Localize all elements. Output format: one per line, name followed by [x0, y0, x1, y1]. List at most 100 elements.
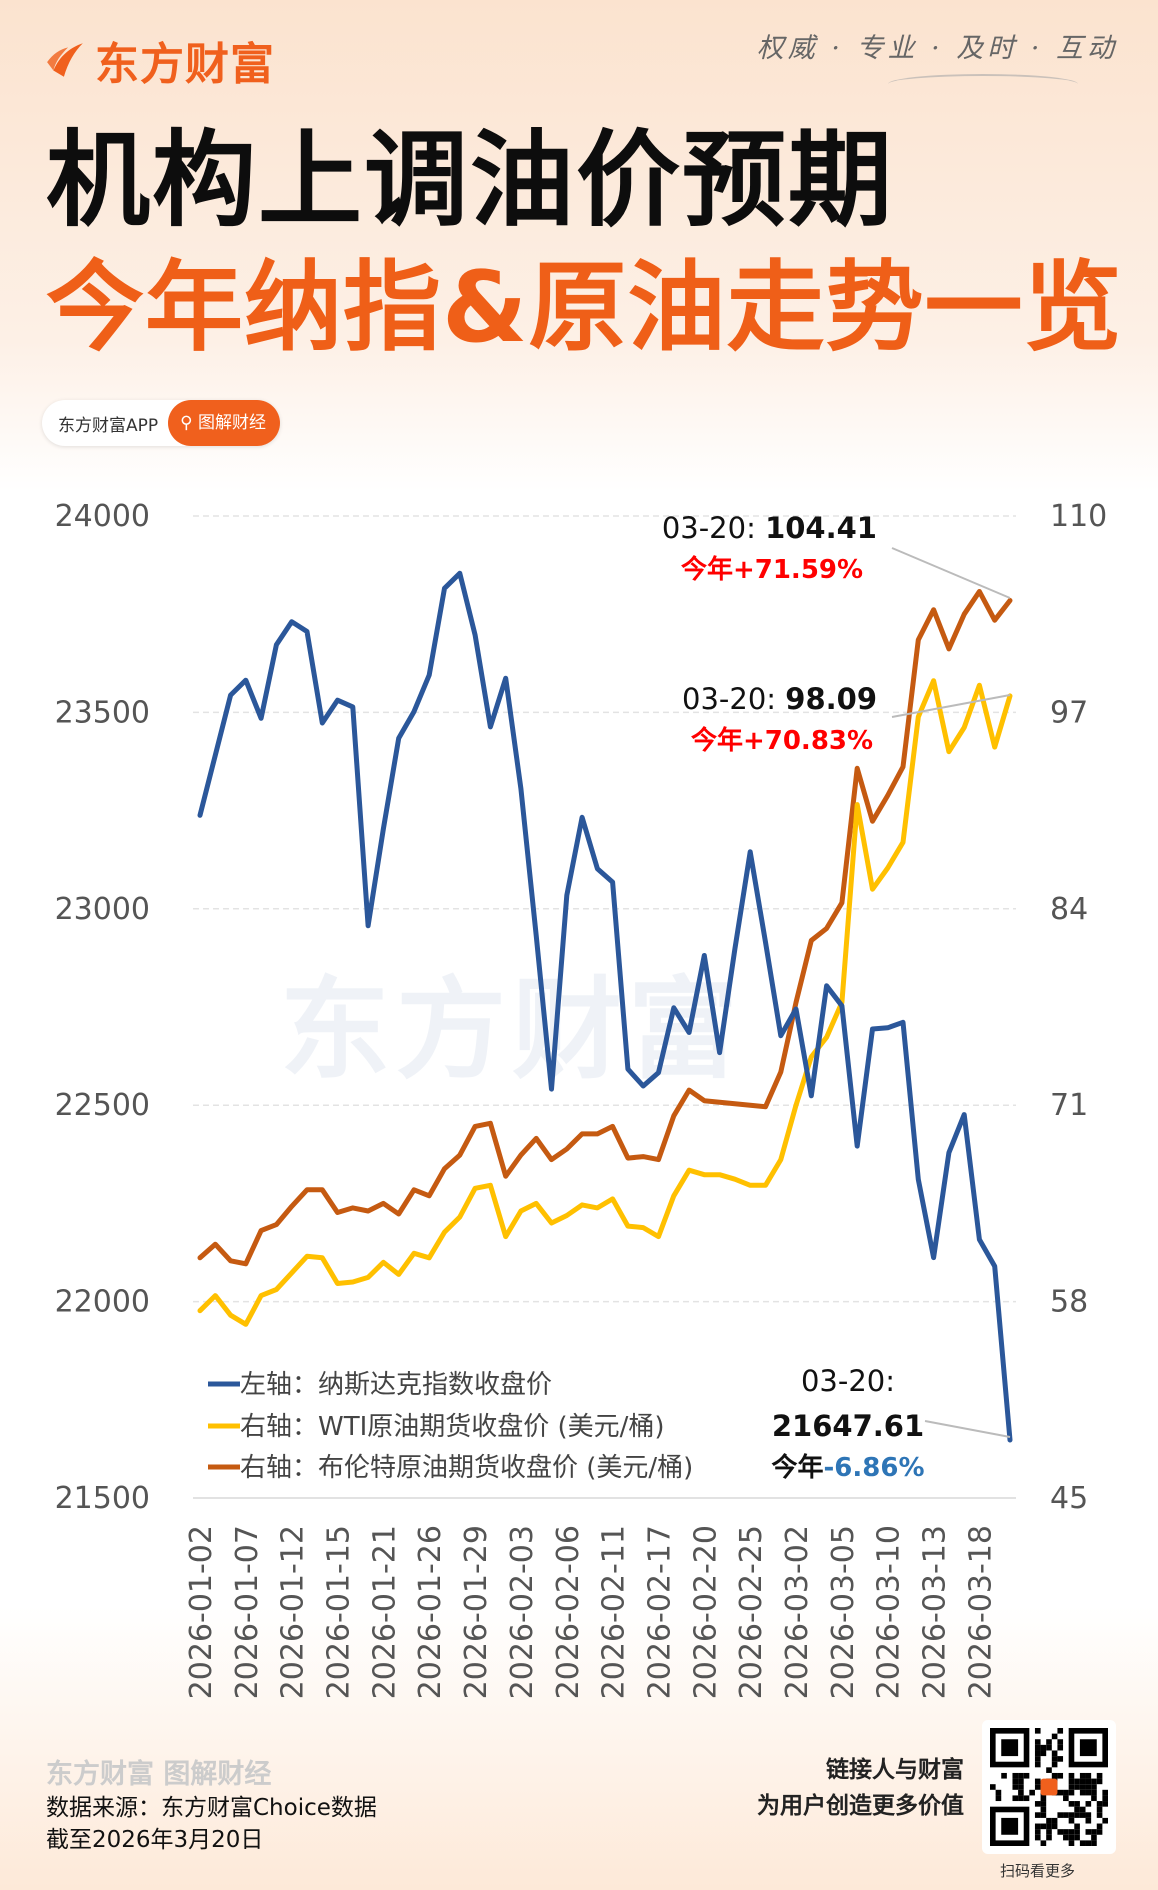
qr-module: [1001, 1772, 1007, 1779]
qr-module: [1063, 1834, 1069, 1841]
qr-module: [1085, 1801, 1092, 1807]
qr-module: [1046, 1829, 1052, 1835]
left-axis-tick: 21500: [55, 1481, 150, 1516]
x-axis-tick: 2026-03-02: [780, 1525, 815, 1699]
qr-module: [1091, 1795, 1097, 1802]
qr-module: [1068, 1772, 1075, 1779]
watermark: 东方财富: [280, 966, 744, 1094]
right-axis-tick: 45: [1050, 1481, 1088, 1516]
qr-module: [1102, 1789, 1108, 1796]
source-badge: 东方财富APP ⚲ 图解财经: [42, 400, 280, 446]
qr-module: [1074, 1823, 1080, 1830]
qr-module: [1091, 1784, 1097, 1790]
qr-module: [1074, 1812, 1080, 1818]
qr-module: [1040, 1795, 1047, 1802]
qr-module: [1012, 1778, 1019, 1785]
as-of-date: 截至2026年3月20日: [46, 1827, 264, 1853]
brent-annotation: 03-20: 104.41: [662, 511, 877, 545]
qr-module: [1046, 1834, 1052, 1841]
qr-module: [1068, 1778, 1075, 1785]
app-name: 东方财富APP: [58, 415, 159, 436]
qr-module: [1040, 1840, 1047, 1846]
x-axis-tick: 2026-03-13: [918, 1525, 953, 1699]
qr-module: [1079, 1840, 1086, 1846]
search-icon: ⚲: [180, 413, 193, 433]
qr-module: [1091, 1840, 1097, 1846]
wti-ytd-change: 今年+70.83%: [691, 725, 873, 756]
qr-module: [1034, 1834, 1041, 1841]
x-axis-tick: 2026-01-02: [184, 1525, 219, 1699]
right-axis-tick: 110: [1050, 499, 1107, 534]
series-line-wti: [197, 678, 1013, 1327]
qr-module: [1051, 1772, 1058, 1779]
qr-module: [1034, 1728, 1041, 1734]
footer-slogan: 链接人与财富 为用户创造更多价值: [757, 1752, 964, 1824]
series-line-nasdaq: [197, 570, 1013, 1443]
legend-nasdaq: 左轴：纳斯达克指数收盘价: [240, 1370, 552, 1400]
qr-module: [1051, 1756, 1058, 1762]
qr-module: [1068, 1829, 1075, 1835]
qr-module: [1085, 1784, 1092, 1790]
qr-module: [1096, 1829, 1103, 1835]
qr-module: [1034, 1784, 1041, 1790]
qr-module: [1040, 1750, 1047, 1757]
qr-module: [1079, 1778, 1086, 1785]
qr-module: [1063, 1795, 1069, 1802]
qr-module: [1063, 1812, 1069, 1818]
data-source: 数据来源：东方财富Choice数据 截至2026年3月20日: [46, 1792, 377, 1856]
qr-module: [1057, 1772, 1064, 1779]
qr-module: [1063, 1789, 1069, 1796]
nasdaq-leader-line: [924, 1420, 1011, 1438]
qr-module: [1102, 1817, 1108, 1824]
x-axis-tick: 2026-02-20: [688, 1525, 723, 1699]
x-axis-tick: 2026-02-11: [597, 1525, 632, 1699]
qr-module: [995, 1795, 1002, 1802]
qr-module: [1034, 1829, 1041, 1835]
qr-module: [1096, 1823, 1103, 1830]
right-axis-tick: 58: [1050, 1285, 1088, 1320]
x-axis-tick: 2026-01-21: [367, 1525, 402, 1699]
qr-module: [1085, 1812, 1092, 1818]
qr-module: [1023, 1795, 1030, 1802]
x-axis-tick: 2026-02-25: [734, 1525, 769, 1699]
x-axis-tick: 2026-01-26: [413, 1525, 448, 1699]
qr-module: [1023, 1772, 1030, 1779]
qr-module: [1091, 1829, 1097, 1835]
qr-module: [1040, 1744, 1047, 1751]
qr-module: [1068, 1784, 1075, 1790]
qr-module: [1034, 1744, 1041, 1751]
qr-module: [1074, 1829, 1080, 1835]
qr-module: [1046, 1817, 1052, 1824]
right-axis-tick: 71: [1050, 1088, 1088, 1123]
wti-annotation: 03-20: 98.09: [682, 682, 877, 716]
qr-module: [1085, 1778, 1092, 1785]
qr-module: [1079, 1789, 1086, 1796]
footer-slogan-1: 链接人与财富: [826, 1757, 964, 1783]
qr-module: [1091, 1778, 1097, 1785]
qr-code[interactable]: [982, 1720, 1116, 1854]
legend-wti: 右轴：WTI原油期货收盘价 (美元/桶): [240, 1412, 665, 1442]
qr-module: [1057, 1829, 1064, 1835]
footer-logo: 东方财富 图解财经: [46, 1759, 272, 1790]
qr-module: [1057, 1744, 1064, 1751]
qr-module: [1068, 1817, 1075, 1824]
column-tag: ⚲ 图解财经: [168, 400, 280, 446]
qr-module: [1018, 1784, 1024, 1790]
qr-module: [1057, 1756, 1064, 1762]
qr-module: [1068, 1789, 1075, 1796]
qr-module: [1018, 1772, 1024, 1779]
qr-module: [1051, 1817, 1058, 1824]
qr-module: [1068, 1840, 1075, 1846]
qr-module: [1040, 1801, 1047, 1807]
qr-logo: [1040, 1778, 1058, 1796]
qr-caption: 扫码看更多: [1000, 1862, 1076, 1880]
qr-module: [1034, 1778, 1041, 1785]
brand-name: 东方财富: [95, 39, 275, 90]
qr-module: [1068, 1801, 1075, 1807]
qr-module: [1102, 1801, 1108, 1807]
qr-module: [1029, 1789, 1035, 1796]
brand-logo: 东方财富: [45, 28, 275, 92]
nasdaq-annotation-date: 03-20:: [801, 1364, 895, 1398]
qr-finder: [1001, 1739, 1019, 1757]
nasdaq-ytd-change: 今年-6.86%: [771, 1452, 924, 1483]
